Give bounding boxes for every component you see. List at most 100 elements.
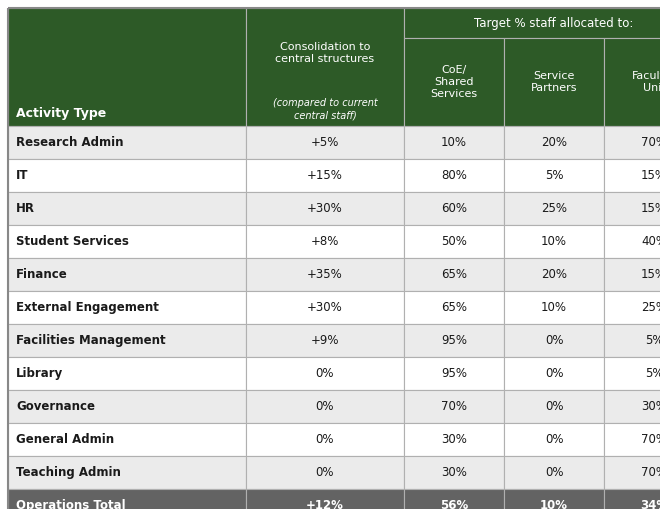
Text: 0%: 0% [544, 433, 563, 446]
Bar [246, 357, 404, 390]
Text: 5%: 5% [645, 334, 660, 347]
Bar [246, 258, 404, 291]
Text: 0%: 0% [315, 433, 334, 446]
Bar [404, 38, 504, 126]
Bar [604, 390, 660, 423]
Bar [404, 258, 504, 291]
Bar [504, 126, 604, 159]
Bar [246, 192, 404, 225]
Text: 20%: 20% [541, 268, 567, 281]
Text: 0%: 0% [544, 466, 563, 479]
Bar [604, 159, 660, 192]
Bar [246, 8, 404, 126]
Text: General Admin: General Admin [16, 433, 114, 446]
Text: 40%: 40% [641, 235, 660, 248]
Bar [8, 489, 246, 509]
Text: 70%: 70% [641, 466, 660, 479]
Bar [8, 357, 246, 390]
Text: 25%: 25% [641, 301, 660, 314]
Text: Facilities Management: Facilities Management [16, 334, 166, 347]
Text: 10%: 10% [541, 235, 567, 248]
Bar [604, 324, 660, 357]
Bar [604, 225, 660, 258]
Text: 0%: 0% [544, 400, 563, 413]
Bar [604, 489, 660, 509]
Text: Governance: Governance [16, 400, 95, 413]
Text: 15%: 15% [641, 169, 660, 182]
Bar [604, 38, 660, 126]
Text: 0%: 0% [315, 466, 334, 479]
Text: 80%: 80% [441, 169, 467, 182]
Bar [504, 423, 604, 456]
Bar [504, 192, 604, 225]
Bar [8, 126, 246, 159]
Text: 95%: 95% [441, 367, 467, 380]
Bar [8, 192, 246, 225]
Text: 0%: 0% [315, 400, 334, 413]
Text: +9%: +9% [311, 334, 339, 347]
Bar [404, 126, 504, 159]
Bar [246, 324, 404, 357]
Bar [504, 225, 604, 258]
Bar [8, 390, 246, 423]
Text: Service
Partners: Service Partners [531, 71, 578, 93]
Bar [404, 8, 660, 38]
Bar [404, 159, 504, 192]
Text: Student Services: Student Services [16, 235, 129, 248]
Bar [246, 390, 404, 423]
Bar [8, 8, 246, 126]
Bar [404, 324, 504, 357]
Bar [504, 456, 604, 489]
Bar [504, 258, 604, 291]
Text: +8%: +8% [311, 235, 339, 248]
Text: 10%: 10% [441, 136, 467, 149]
Bar [504, 159, 604, 192]
Text: 95%: 95% [441, 334, 467, 347]
Text: +5%: +5% [311, 136, 339, 149]
Text: 30%: 30% [641, 400, 660, 413]
Text: 0%: 0% [315, 367, 334, 380]
Bar [246, 159, 404, 192]
Bar [404, 489, 504, 509]
Text: 30%: 30% [441, 433, 467, 446]
Text: 0%: 0% [544, 367, 563, 380]
Bar [604, 456, 660, 489]
Bar [504, 291, 604, 324]
Text: 34%: 34% [640, 499, 660, 509]
Text: 20%: 20% [541, 136, 567, 149]
Bar [8, 324, 246, 357]
Bar [504, 357, 604, 390]
Bar [8, 456, 246, 489]
Bar [604, 423, 660, 456]
Bar [404, 291, 504, 324]
Text: +12%: +12% [306, 499, 344, 509]
Bar [404, 357, 504, 390]
Text: 56%: 56% [440, 499, 468, 509]
Bar [404, 423, 504, 456]
Text: (compared to current
central staff): (compared to current central staff) [273, 98, 378, 120]
Text: External Engagement: External Engagement [16, 301, 159, 314]
Text: 10%: 10% [540, 499, 568, 509]
Bar [604, 126, 660, 159]
Bar [246, 291, 404, 324]
Bar [8, 159, 246, 192]
Bar [404, 225, 504, 258]
Text: 65%: 65% [441, 268, 467, 281]
Text: +30%: +30% [307, 202, 343, 215]
Text: 30%: 30% [441, 466, 467, 479]
Text: 10%: 10% [541, 301, 567, 314]
Bar [8, 225, 246, 258]
Bar [404, 390, 504, 423]
Bar [8, 258, 246, 291]
Bar [404, 456, 504, 489]
Bar [604, 258, 660, 291]
Text: 70%: 70% [641, 136, 660, 149]
Text: Target % staff allocated to:: Target % staff allocated to: [475, 16, 634, 30]
Bar [504, 489, 604, 509]
Text: 60%: 60% [441, 202, 467, 215]
Text: 5%: 5% [544, 169, 563, 182]
Text: Teaching Admin: Teaching Admin [16, 466, 121, 479]
Bar [246, 456, 404, 489]
Text: HR: HR [16, 202, 35, 215]
Text: 70%: 70% [641, 433, 660, 446]
